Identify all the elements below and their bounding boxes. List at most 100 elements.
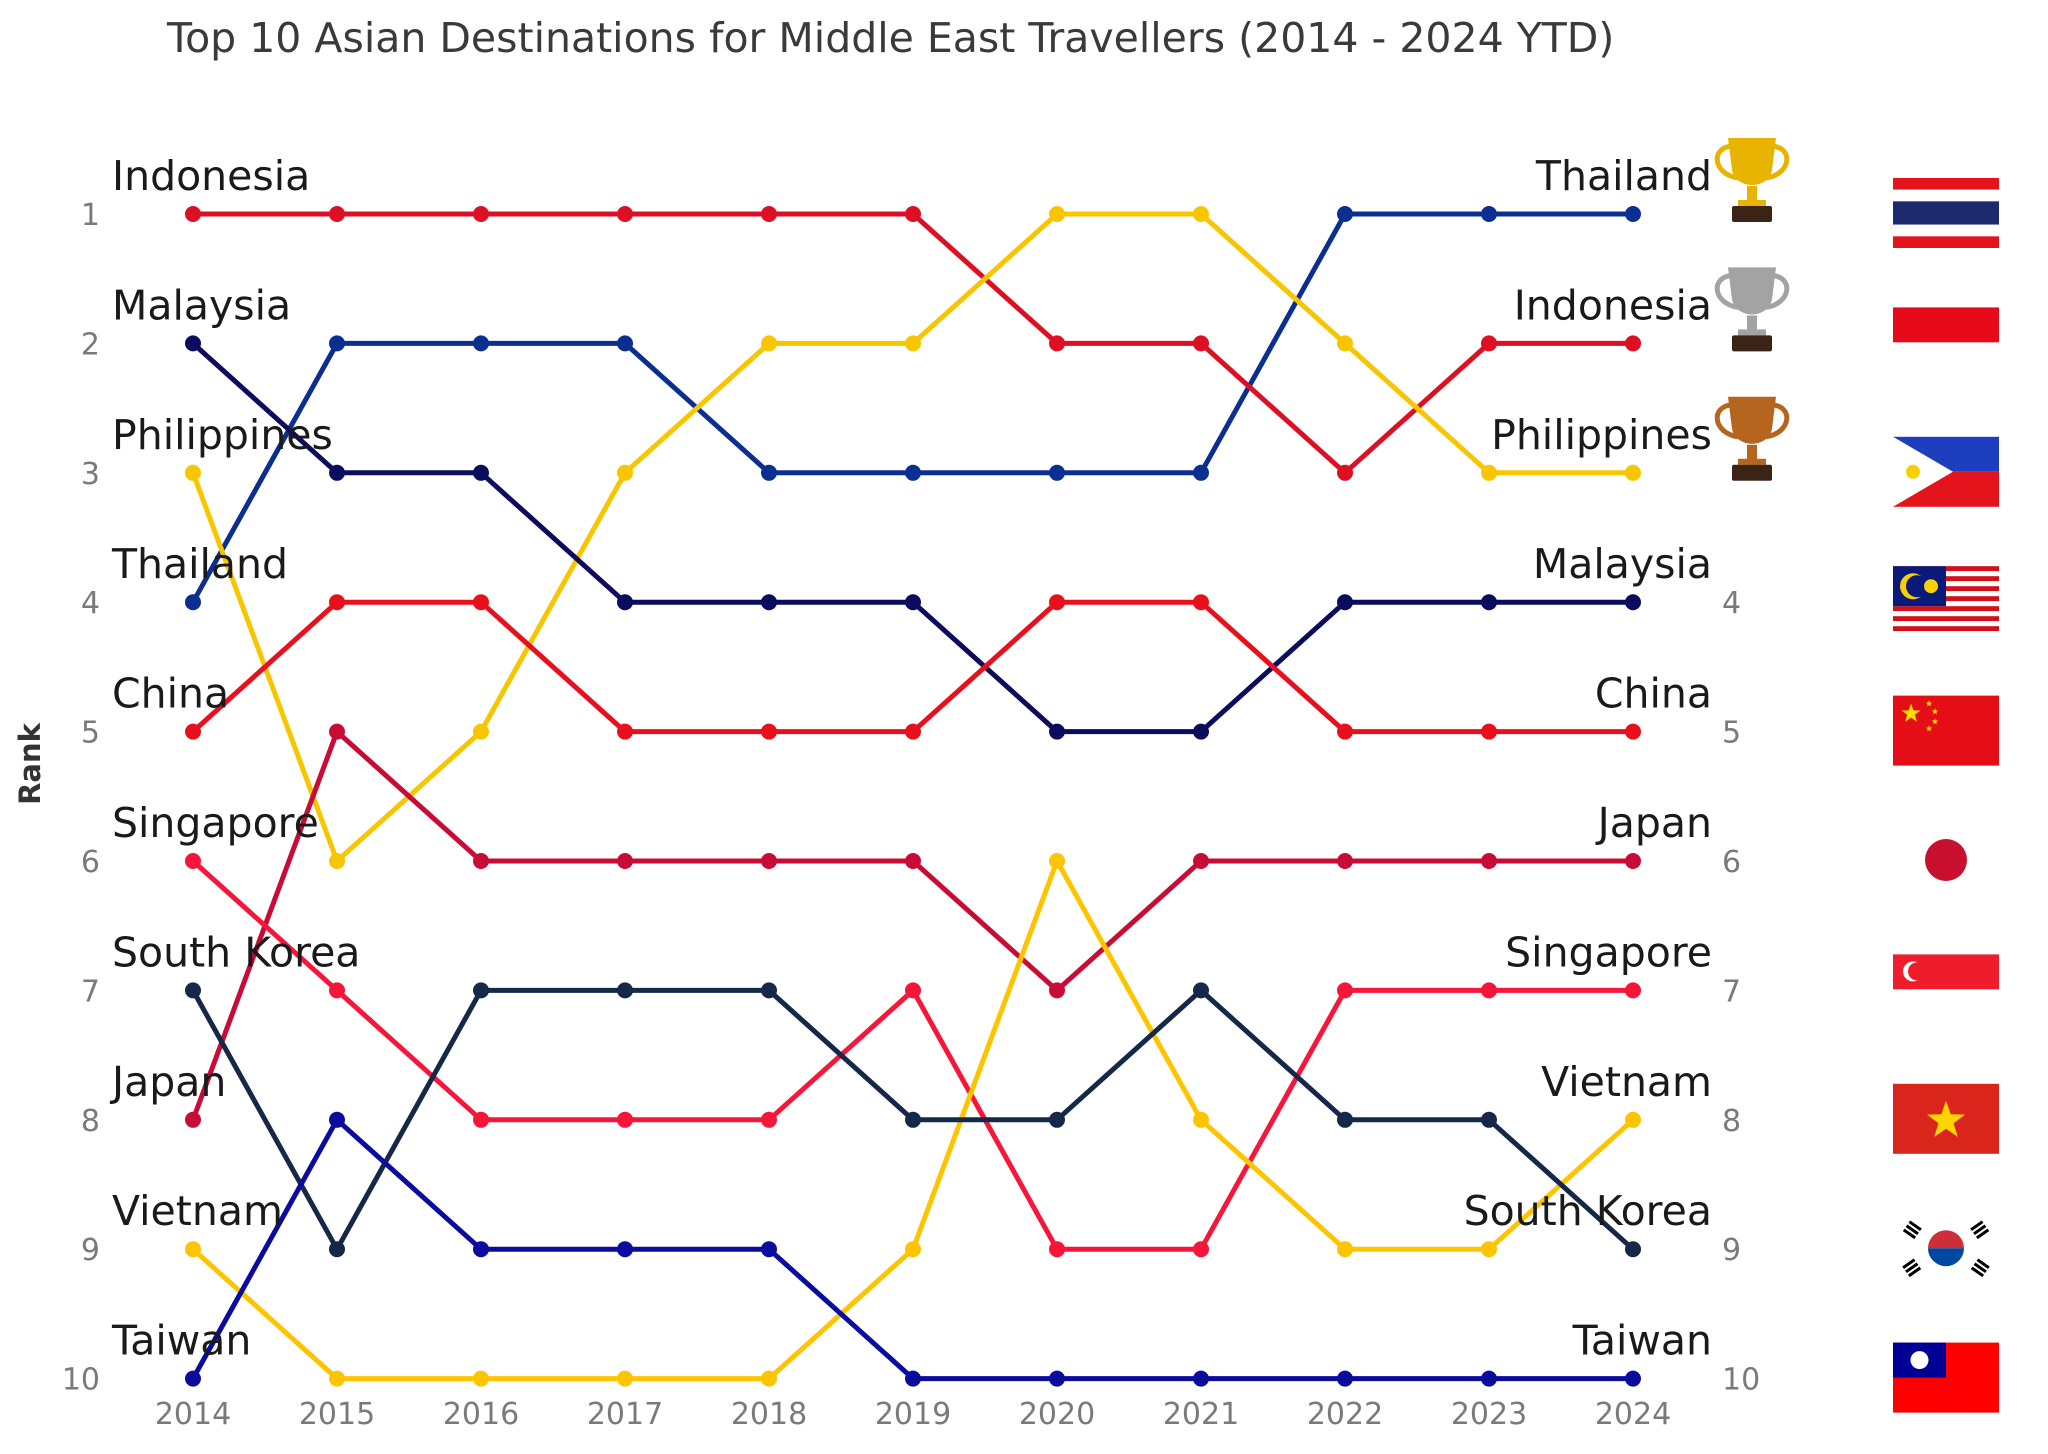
data-point-vietnam-2021 (1193, 1111, 1209, 1128)
china-flag-icon (1893, 695, 1999, 766)
data-point-singapore-2022 (1337, 982, 1353, 999)
data-point-malaysia-2016 (473, 464, 489, 481)
x-axis-ticks: 2014 2015 2016 2017 2018 2019 2020 2021 2022 2023… (155, 1397, 1671, 1432)
data-point-philippines-2019 (905, 335, 921, 352)
indonesia-flag-icon (1893, 307, 1999, 378)
data-point-philippines-2016 (473, 723, 489, 740)
data-point-malaysia-2018 (761, 594, 777, 611)
thailand-flag-icon (1893, 178, 1999, 248)
y-tick-label-right: 9 (1722, 1233, 1741, 1268)
data-point-philippines-2023 (1481, 464, 1497, 481)
y-axis-ticks-left: 1 2 3 4 5 6 7 8 9 10 (62, 198, 100, 1398)
x-tick-label: 2021 (1163, 1397, 1239, 1432)
data-point-singapore-2016 (473, 1111, 489, 1128)
start-label-malaysia: Malaysia (112, 281, 291, 329)
data-point-south-korea-2018 (761, 982, 777, 999)
data-point-taiwan-2019 (905, 1370, 921, 1387)
data-point-malaysia-2019 (905, 594, 921, 611)
end-label-japan: Japan (1595, 799, 1712, 847)
data-point-japan-2017 (617, 853, 633, 869)
data-point-japan-2019 (905, 853, 921, 869)
y-tick-label-right: 5 (1722, 716, 1741, 751)
series-points (185, 206, 1641, 1387)
x-tick-label: 2024 (1595, 1397, 1671, 1432)
data-point-china-2023 (1481, 723, 1497, 740)
y-tick-label-right: 6 (1722, 845, 1741, 880)
data-point-vietnam-2018 (761, 1370, 777, 1387)
silver-trophy-icon (1714, 267, 1790, 352)
data-point-south-korea-2022 (1337, 1111, 1353, 1128)
start-labels: Indonesia Malaysia Philippines Thailand Chin… (109, 152, 360, 1365)
data-point-philippines-2014 (185, 464, 201, 481)
data-point-thailand-2014 (185, 594, 201, 611)
data-point-taiwan-2020 (1049, 1370, 1065, 1387)
data-point-vietnam-2014 (185, 1241, 201, 1258)
data-point-vietnam-2015 (329, 1370, 345, 1387)
end-labels: Thailand Indonesia Philippines Malaysia Chin… (1464, 152, 1712, 1365)
y-tick-label-left: 4 (81, 586, 100, 621)
data-point-singapore-2019 (905, 982, 921, 999)
data-point-south-korea-2023 (1481, 1111, 1497, 1128)
data-point-thailand-2017 (617, 335, 633, 352)
data-point-south-korea-2014 (185, 982, 201, 999)
data-point-vietnam-2020 (1049, 853, 1065, 869)
data-point-thailand-2016 (473, 335, 489, 352)
data-point-taiwan-2022 (1337, 1370, 1353, 1387)
data-point-japan-2023 (1481, 853, 1497, 869)
y-tick-label-left: 5 (81, 716, 100, 751)
data-point-china-2014 (185, 723, 201, 740)
start-label-thailand: Thailand (111, 540, 288, 588)
end-label-south-korea: South Korea (1464, 1187, 1712, 1235)
data-point-thailand-2020 (1049, 464, 1065, 481)
data-point-malaysia-2022 (1337, 594, 1353, 611)
y-axis-ticks-right: 4 5 6 7 8 9 10 (1722, 586, 1760, 1397)
data-point-south-korea-2017 (617, 982, 633, 999)
data-point-vietnam-2017 (617, 1370, 633, 1387)
data-point-thailand-2019 (905, 464, 921, 481)
data-point-taiwan-2021 (1193, 1370, 1209, 1387)
data-point-malaysia-2023 (1481, 594, 1497, 611)
data-point-taiwan-2018 (761, 1241, 777, 1258)
data-point-indonesia-2017 (617, 206, 633, 222)
trophy-icons (1714, 138, 1790, 481)
end-label-china: China (1595, 670, 1712, 718)
data-point-malaysia-2015 (329, 464, 345, 481)
data-point-china-2015 (329, 594, 345, 611)
data-point-thailand-2021 (1193, 464, 1209, 481)
start-label-taiwan: Taiwan (111, 1317, 251, 1365)
philippines-flag-icon (1893, 436, 1999, 507)
start-label-indonesia: Indonesia (112, 152, 310, 200)
y-tick-label-right: 7 (1722, 974, 1741, 1009)
data-point-japan-2024 (1625, 853, 1641, 869)
data-point-malaysia-2021 (1193, 723, 1209, 740)
data-point-singapore-2020 (1049, 1241, 1065, 1258)
malaysia-flag-icon (1893, 566, 1999, 637)
data-point-vietnam-2022 (1337, 1241, 1353, 1258)
data-point-singapore-2023 (1481, 982, 1497, 999)
data-point-malaysia-2014 (185, 335, 201, 352)
data-point-south-korea-2024 (1625, 1241, 1641, 1258)
y-tick-label-left: 2 (81, 327, 100, 362)
end-label-indonesia: Indonesia (1514, 281, 1712, 329)
data-point-china-2024 (1625, 723, 1641, 740)
data-point-indonesia-2016 (473, 206, 489, 222)
data-point-philippines-2018 (761, 335, 777, 352)
data-point-vietnam-2023 (1481, 1241, 1497, 1258)
data-point-vietnam-2024 (1625, 1111, 1641, 1128)
data-point-indonesia-2023 (1481, 335, 1497, 352)
data-point-taiwan-2017 (617, 1241, 633, 1258)
data-point-japan-2018 (761, 853, 777, 869)
data-point-japan-2021 (1193, 853, 1209, 869)
chart-title: Top 10 Asian Destinations for Middle Eas… (166, 14, 1614, 62)
data-point-indonesia-2021 (1193, 335, 1209, 352)
taiwan-flag-icon (1893, 1342, 1999, 1413)
data-point-indonesia-2014 (185, 206, 201, 222)
end-label-thailand: Thailand (1535, 152, 1712, 200)
series-lines (190, 211, 1636, 1382)
data-point-indonesia-2022 (1337, 464, 1353, 481)
data-point-taiwan-2014 (185, 1370, 201, 1387)
y-tick-label-left: 7 (81, 974, 100, 1009)
data-point-philippines-2017 (617, 464, 633, 481)
data-point-japan-2015 (329, 723, 345, 740)
data-point-taiwan-2023 (1481, 1370, 1497, 1387)
